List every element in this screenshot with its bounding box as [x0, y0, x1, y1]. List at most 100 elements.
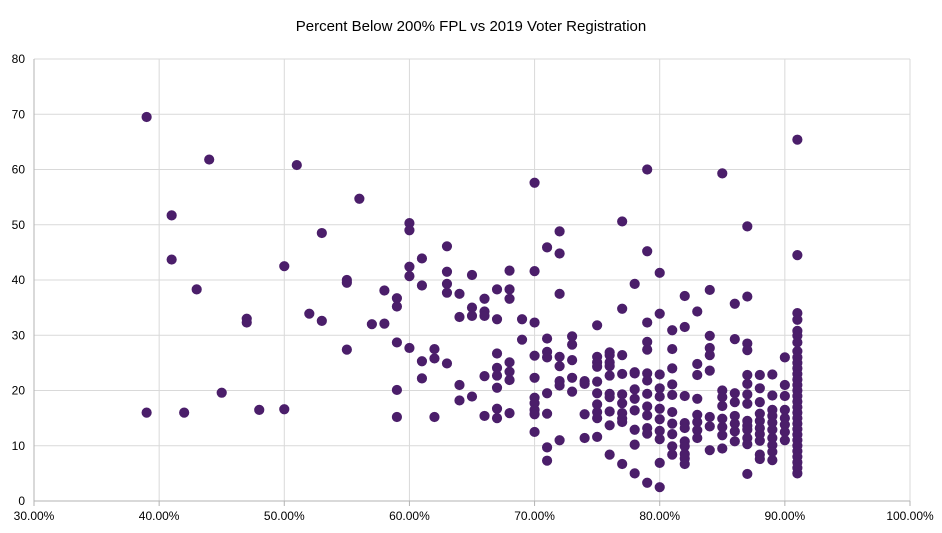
- data-point: [642, 428, 653, 439]
- data-point: [692, 432, 703, 444]
- y-tick-label: 50: [12, 218, 26, 232]
- data-point: [667, 389, 678, 401]
- chart-title: Percent Below 200% FPL vs 2019 Voter Reg…: [296, 18, 646, 35]
- x-tick-label: 50.00%: [264, 509, 305, 523]
- data-point: [704, 445, 715, 456]
- data-point: [704, 330, 715, 341]
- data-point: [779, 390, 790, 402]
- data-point: [717, 392, 728, 403]
- data-point: [491, 382, 503, 393]
- data-point: [667, 429, 678, 440]
- data-point: [742, 369, 753, 381]
- data-point: [291, 159, 302, 171]
- data-point: [617, 458, 628, 470]
- data-point: [166, 210, 177, 221]
- data-point: [592, 388, 603, 399]
- data-point: [579, 432, 590, 444]
- data-point: [279, 404, 290, 415]
- data-point: [629, 424, 640, 435]
- data-point: [792, 468, 803, 479]
- data-point: [391, 411, 403, 423]
- data-point: [479, 371, 490, 382]
- data-point: [742, 378, 753, 389]
- data-point: [742, 468, 753, 480]
- data-point: [767, 455, 778, 466]
- data-point: [416, 253, 428, 264]
- data-point: [166, 254, 177, 265]
- data-point: [491, 348, 503, 359]
- data-point: [742, 345, 753, 356]
- data-point: [654, 308, 665, 319]
- data-point: [654, 403, 665, 414]
- data-point: [617, 368, 628, 380]
- data-point: [742, 389, 753, 400]
- data-point: [541, 388, 553, 399]
- x-tick-label: 90.00%: [765, 509, 806, 523]
- data-point: [567, 355, 578, 366]
- data-point: [404, 261, 415, 272]
- data-point: [579, 378, 590, 389]
- data-point: [704, 411, 715, 423]
- data-point: [529, 426, 540, 438]
- data-point: [529, 266, 540, 277]
- data-point: [617, 398, 628, 409]
- data-point: [654, 391, 665, 402]
- data-point: [441, 241, 453, 252]
- data-point: [654, 482, 665, 493]
- data-point: [516, 334, 528, 345]
- data-point: [541, 408, 553, 419]
- data-point: [642, 246, 653, 257]
- data-point: [604, 370, 615, 381]
- data-point: [541, 442, 553, 453]
- data-point: [679, 458, 690, 470]
- data-point: [679, 290, 690, 302]
- data-point: [554, 248, 565, 259]
- data-point: [216, 387, 227, 398]
- data-point: [529, 177, 540, 188]
- data-point: [754, 397, 765, 408]
- data-point: [379, 285, 390, 296]
- data-point: [754, 369, 765, 381]
- data-point: [742, 398, 753, 409]
- x-tick-label: 100.00%: [886, 509, 934, 523]
- data-point: [529, 409, 540, 420]
- data-point: [604, 361, 615, 372]
- data-point: [704, 421, 715, 432]
- data-point: [141, 407, 152, 418]
- data-point: [692, 369, 703, 381]
- data-point: [579, 409, 590, 420]
- data-point: [754, 383, 765, 394]
- data-point: [604, 406, 615, 417]
- data-point: [767, 390, 778, 401]
- data-point: [717, 443, 728, 454]
- data-point: [592, 413, 603, 424]
- data-point: [554, 351, 565, 362]
- data-point: [491, 314, 503, 325]
- data-point: [504, 265, 515, 276]
- y-tick-label: 60: [12, 163, 26, 177]
- data-point: [667, 363, 678, 374]
- data-point: [391, 337, 403, 348]
- data-point: [404, 225, 415, 236]
- data-point: [679, 321, 690, 333]
- data-point: [717, 168, 728, 179]
- data-point: [304, 308, 315, 319]
- data-point: [279, 261, 290, 272]
- data-point: [729, 397, 740, 408]
- data-point: [604, 449, 615, 460]
- data-point: [567, 372, 578, 383]
- data-point: [779, 352, 790, 363]
- data-point: [617, 216, 628, 227]
- data-point: [416, 373, 428, 384]
- data-point: [729, 436, 740, 447]
- data-point: [491, 284, 503, 295]
- data-point: [554, 288, 565, 299]
- data-point: [642, 477, 653, 488]
- data-point: [729, 334, 740, 345]
- data-point: [416, 356, 428, 367]
- data-point: [692, 358, 703, 370]
- data-point: [491, 413, 503, 424]
- data-point: [654, 369, 665, 380]
- x-tick-label: 70.00%: [514, 509, 555, 523]
- data-point: [516, 314, 528, 325]
